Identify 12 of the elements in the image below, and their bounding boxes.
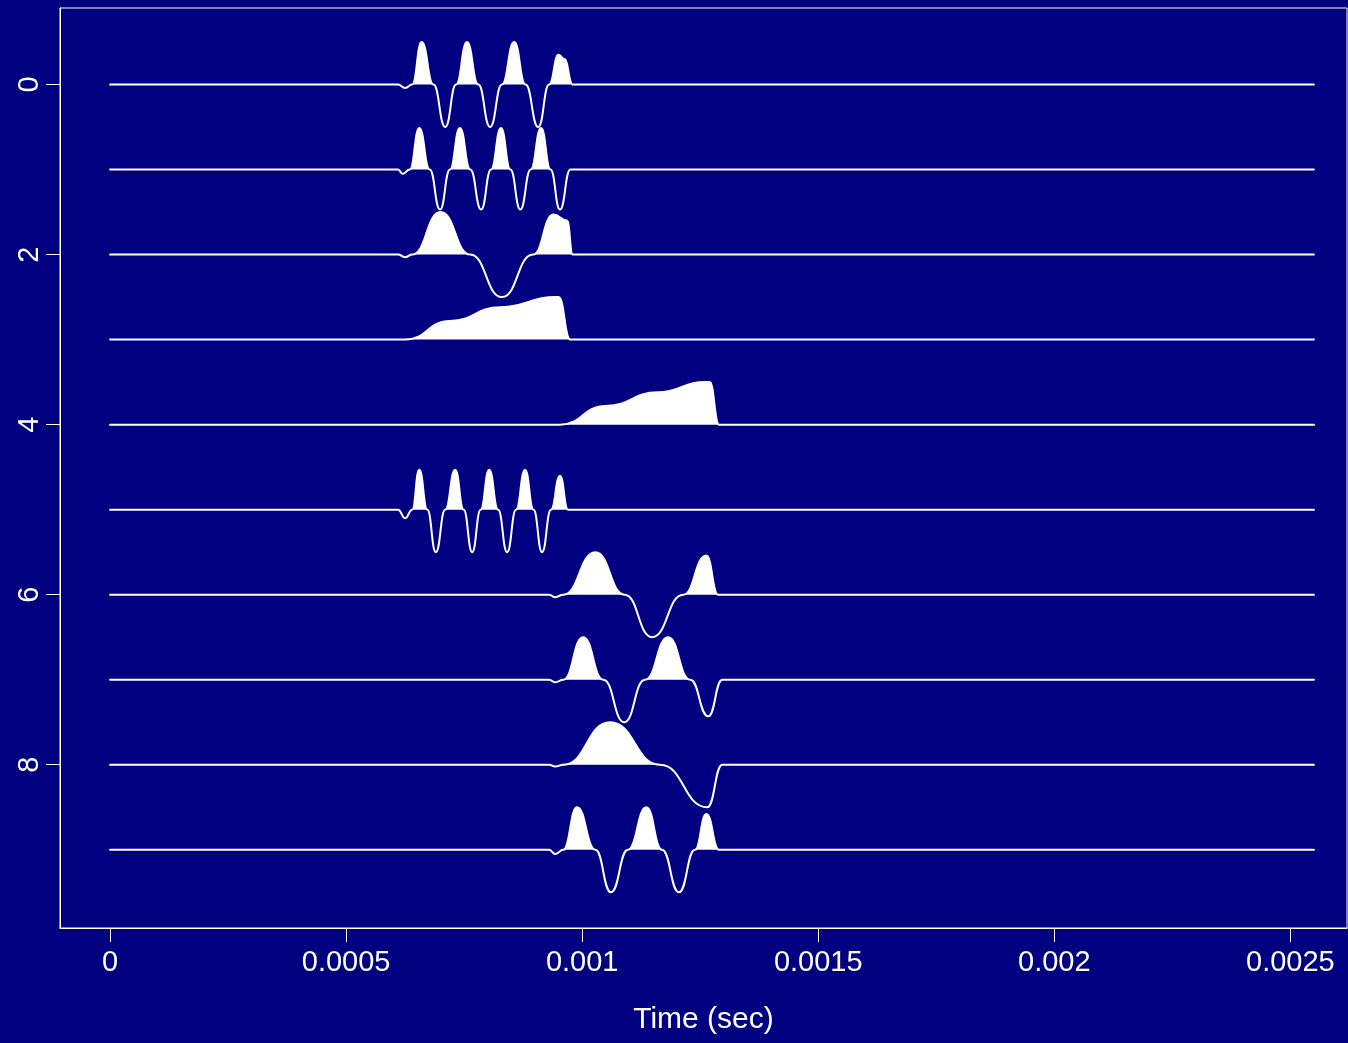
y-tick-label: 0 <box>11 76 44 93</box>
y-tick-label: 6 <box>11 586 44 603</box>
y-tick-label: 8 <box>11 756 44 773</box>
x-tick-label: 0.001 <box>545 944 619 977</box>
x-tick-label: 0.002 <box>1018 944 1091 977</box>
y-tick-label: 4 <box>11 416 44 433</box>
x-tick-label: 0.0015 <box>773 944 863 977</box>
x-axis-title: Time (sec) <box>633 1000 774 1034</box>
x-tick-label: 0 <box>101 944 119 977</box>
x-tick-label: 0.0005 <box>301 944 391 977</box>
x-tick-label: 0.0025 <box>1245 944 1335 977</box>
y-tick-label: 2 <box>11 246 44 263</box>
